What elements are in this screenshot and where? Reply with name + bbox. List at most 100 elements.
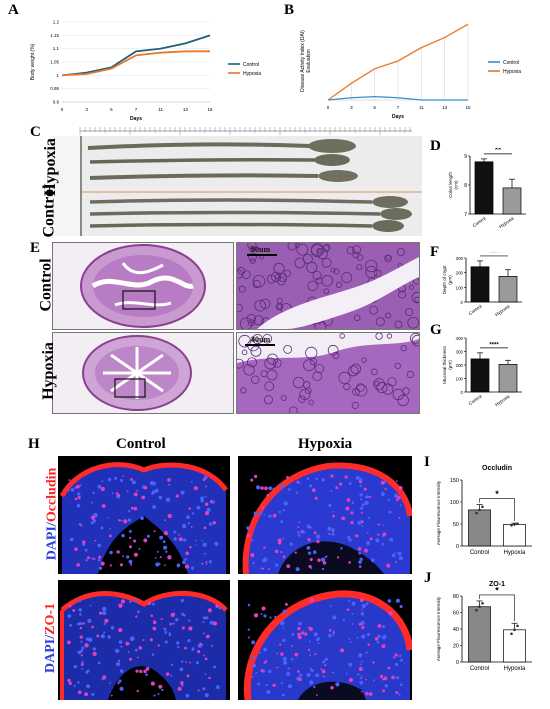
fluor-spot [205, 485, 207, 488]
fluor-spot [282, 609, 287, 614]
fluor-spot [330, 474, 334, 478]
x-tick-label: Control [472, 216, 487, 229]
fluor-spot [136, 689, 139, 693]
x-tick-label: 3 [350, 105, 353, 110]
fluor-spot [120, 599, 126, 604]
fluor-spot [67, 678, 71, 683]
cell [385, 312, 392, 319]
x-tick-label: Hypoxia [498, 215, 515, 229]
fluor-spot [201, 562, 204, 566]
fluor-spot [247, 628, 250, 631]
fluor-spot [252, 663, 257, 668]
fluor-spot [348, 677, 354, 683]
fluor-spot [306, 672, 311, 678]
fluor-spot [118, 628, 123, 633]
fluor-spot [321, 567, 325, 571]
cell [356, 264, 363, 271]
fluor-spot [298, 521, 301, 524]
fluor-spot [161, 688, 164, 692]
fluor-spot [147, 601, 152, 606]
fluor-spot [76, 563, 80, 567]
fluor-spot [139, 669, 143, 674]
cell [330, 267, 336, 273]
fluor-spot [382, 524, 384, 527]
fluor-spot [328, 503, 332, 507]
fluor-spot [181, 660, 184, 663]
fluor-spot [97, 661, 101, 665]
fluor-spot [70, 487, 75, 492]
fluor-spot [351, 501, 355, 505]
fluor-spot [106, 516, 109, 519]
chart-a-body-weight: Body weight (%) 0.9 0.95 1 1.05 1.1 1.15 1.2 0 3 5… [30, 20, 261, 123]
fluor-spot [283, 660, 288, 665]
fluor-spot [138, 646, 142, 650]
fluor-spot [286, 564, 291, 569]
fluor-spot [314, 653, 317, 656]
data-point [481, 601, 484, 605]
bar-control [468, 509, 491, 547]
fluor-spot [146, 534, 150, 538]
fluor-spot [356, 636, 359, 639]
fluor-spot [214, 541, 219, 546]
fluor-spot [324, 657, 328, 661]
fluor-spot [156, 550, 159, 553]
cell [355, 384, 368, 397]
fluor-spot [77, 650, 82, 655]
panel-h-row1-label: DAPI/Occludin [44, 468, 60, 561]
cell [240, 387, 247, 394]
fluor-spot [80, 525, 83, 527]
fluor-spot [327, 526, 332, 531]
cell [262, 333, 273, 344]
fluor-spot [163, 530, 169, 536]
fluor-spot [359, 484, 362, 488]
fluor-spot [97, 558, 101, 562]
fluor-spot [309, 680, 314, 685]
fluor-spot [109, 682, 111, 685]
cell [411, 291, 419, 304]
fluor-spot [209, 620, 214, 625]
fluor-spot [82, 540, 86, 544]
fluor-spot [282, 638, 286, 643]
fluor-spot [321, 669, 326, 674]
fluor-spot [280, 652, 284, 656]
cell [241, 349, 248, 356]
cell [376, 382, 388, 394]
fluor-spot [360, 675, 363, 677]
fluor-spot [218, 606, 222, 610]
data-point [516, 522, 519, 525]
fluor-spot [253, 511, 258, 516]
fluor-spot [265, 683, 268, 687]
cell [298, 395, 306, 403]
fluor-spot [358, 622, 362, 626]
fluor-spot [181, 612, 185, 616]
panel-label-f: F [430, 244, 440, 260]
x-tick-label: Hypoxia [504, 550, 526, 556]
fluor-spot [358, 551, 362, 555]
panel-c-control-label: Control [40, 184, 58, 238]
fluor-spot [366, 632, 371, 637]
fluor-spot [208, 560, 213, 564]
fluor-spot [280, 681, 283, 685]
fluor-spot [358, 666, 363, 671]
fluor-spot [317, 642, 320, 645]
fluor-spot [200, 499, 204, 503]
fluor-spot [203, 552, 207, 555]
chart-title: ZO-1 [489, 581, 505, 588]
bar-hypoxia [498, 275, 518, 303]
zoom-box [122, 290, 156, 310]
series-line-hypoxia [327, 23, 469, 101]
cell [339, 333, 345, 339]
fluor-spot [351, 623, 354, 625]
fluor-spot [179, 667, 184, 672]
fluor-spot [86, 684, 91, 689]
fluor-spot [360, 598, 364, 603]
fluor-spot [182, 524, 187, 529]
bar-hypoxia [503, 629, 526, 663]
fluor-spot [100, 634, 105, 639]
fluor-spot [398, 693, 401, 696]
fluor-spot [322, 660, 326, 664]
fluor-spot [154, 557, 157, 559]
cell [411, 334, 419, 347]
fluor-spot [72, 609, 76, 612]
fluor-spot [73, 685, 76, 688]
